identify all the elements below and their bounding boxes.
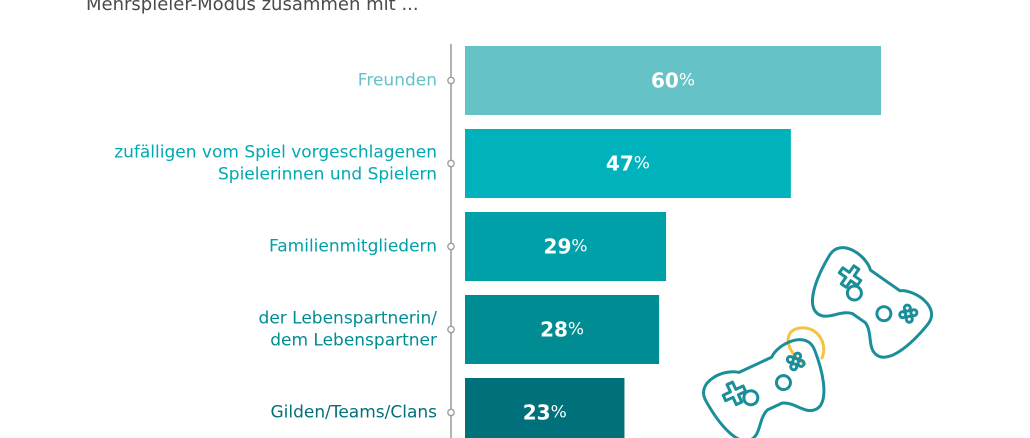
category-label: Spielerinnen und Spielern — [218, 165, 437, 185]
data-label: 28% — [540, 318, 584, 342]
bar — [465, 129, 791, 198]
category-tick — [447, 408, 455, 417]
category-tick — [447, 159, 455, 168]
category-tick — [447, 242, 455, 251]
category-tick — [447, 325, 455, 334]
data-label: 60% — [651, 69, 695, 93]
bar — [465, 378, 625, 438]
bar — [465, 295, 660, 364]
category-tick — [447, 76, 455, 85]
category-label: Gilden/Teams/Clans — [270, 403, 437, 423]
data-label: 29% — [544, 235, 588, 259]
category-label: dem Lebenspartner — [270, 331, 437, 351]
category-label: zufälligen vom Spiel vorgeschlagenen — [114, 143, 437, 163]
category-label: Familienmitgliedern — [269, 237, 437, 257]
bar — [465, 46, 881, 115]
controller-illustration — [702, 246, 934, 438]
data-label: 47% — [606, 152, 650, 176]
chart-subtitle: Mehrspieler-Modus zusammen mit ... — [86, 0, 419, 15]
data-label: 23% — [523, 401, 567, 425]
controller-cable — [786, 326, 826, 366]
game-controller-icon — [702, 338, 826, 438]
category-label: der Lebenspartnerin/ — [259, 309, 438, 329]
bar — [465, 212, 667, 281]
game-controller-icon — [810, 246, 934, 359]
category-label: Freunden — [358, 71, 437, 91]
